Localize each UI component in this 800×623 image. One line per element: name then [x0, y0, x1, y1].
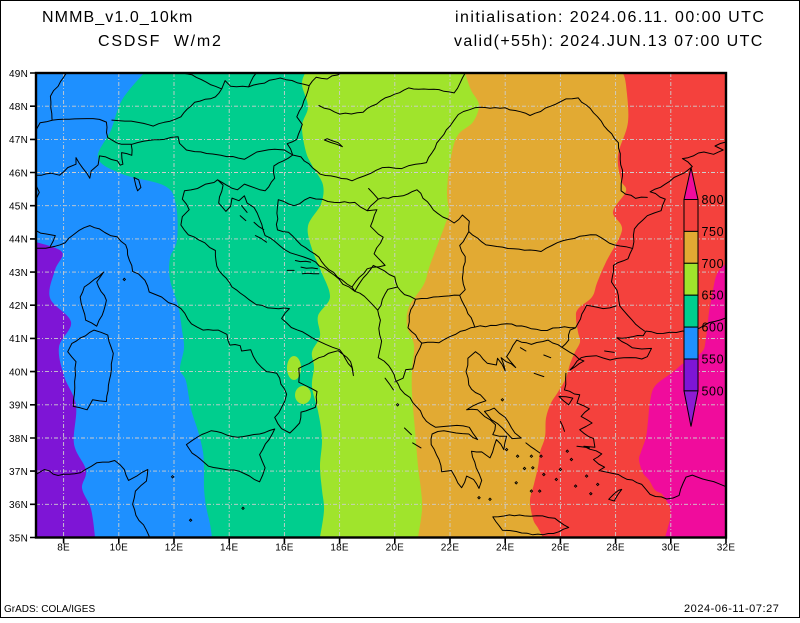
svg-text:16E: 16E: [275, 543, 294, 554]
svg-text:NMMB_v1.0_10km: NMMB_v1.0_10km: [42, 9, 193, 26]
svg-text:41N: 41N: [9, 334, 28, 345]
svg-text:26E: 26E: [551, 543, 570, 554]
svg-text:39N: 39N: [9, 401, 28, 412]
svg-text:40N: 40N: [9, 367, 28, 378]
svg-text:14E: 14E: [220, 543, 239, 554]
svg-text:600: 600: [702, 321, 725, 335]
svg-text:32E: 32E: [717, 543, 736, 554]
svg-text:800: 800: [702, 193, 725, 207]
svg-text:46N: 46N: [9, 168, 28, 179]
svg-text:47N: 47N: [9, 135, 28, 146]
svg-text:GrADS: COLA/IGES: GrADS: COLA/IGES: [4, 604, 95, 615]
svg-text:30E: 30E: [662, 543, 681, 554]
svg-text:22E: 22E: [441, 543, 460, 554]
svg-text:valid(+55h): 2024.JUN.13 07:00: valid(+55h): 2024.JUN.13 07:00 UTC: [454, 33, 764, 50]
svg-text:8E: 8E: [57, 543, 70, 554]
svg-text:550: 550: [702, 353, 725, 367]
svg-text:35N: 35N: [9, 533, 28, 544]
svg-text:700: 700: [702, 257, 725, 271]
svg-text:2024-06-11-07:27: 2024-06-11-07:27: [684, 603, 779, 615]
svg-text:650: 650: [702, 289, 725, 303]
svg-text:49N: 49N: [9, 69, 28, 80]
svg-text:38N: 38N: [9, 434, 28, 445]
svg-text:CSDSF W/m2: CSDSF W/m2: [98, 33, 223, 50]
svg-text:initialisation: 2024.06.11. 00: initialisation: 2024.06.11. 00:00 UTC: [455, 9, 765, 26]
svg-text:43N: 43N: [9, 268, 28, 279]
svg-text:750: 750: [702, 225, 725, 239]
svg-text:10E: 10E: [110, 543, 129, 554]
svg-text:44N: 44N: [9, 235, 28, 246]
svg-text:28E: 28E: [606, 543, 625, 554]
svg-text:24E: 24E: [496, 543, 515, 554]
svg-text:500: 500: [702, 384, 725, 398]
svg-text:12E: 12E: [165, 543, 184, 554]
svg-text:48N: 48N: [9, 102, 28, 113]
svg-text:45N: 45N: [9, 202, 28, 213]
svg-text:18E: 18E: [330, 543, 349, 554]
svg-text:42N: 42N: [9, 301, 28, 312]
svg-text:20E: 20E: [386, 543, 405, 554]
svg-text:37N: 37N: [9, 467, 28, 478]
svg-text:36N: 36N: [9, 500, 28, 511]
